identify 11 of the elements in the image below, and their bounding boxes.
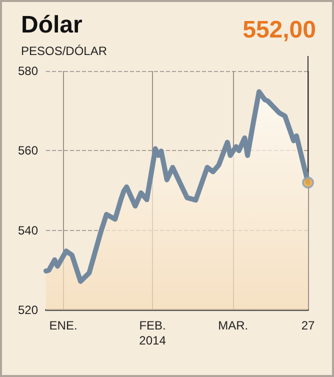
y-tick-label: 580 bbox=[18, 64, 38, 78]
annotation: 552,00 bbox=[242, 16, 316, 44]
y-axis-title: PESOS/DÓLAR bbox=[21, 44, 108, 58]
y-tick-label: 520 bbox=[18, 303, 38, 317]
x-tick-label: ENE. bbox=[49, 318, 78, 332]
y-tick-label: 560 bbox=[18, 144, 38, 158]
x-tick-label: FEB. 2014 bbox=[139, 318, 166, 348]
x-tick-label: 27 bbox=[301, 318, 315, 332]
chart-title: Dólar bbox=[21, 12, 82, 38]
y-tick-label: 540 bbox=[18, 223, 38, 238]
x-tick-label: MAR. bbox=[218, 318, 248, 332]
